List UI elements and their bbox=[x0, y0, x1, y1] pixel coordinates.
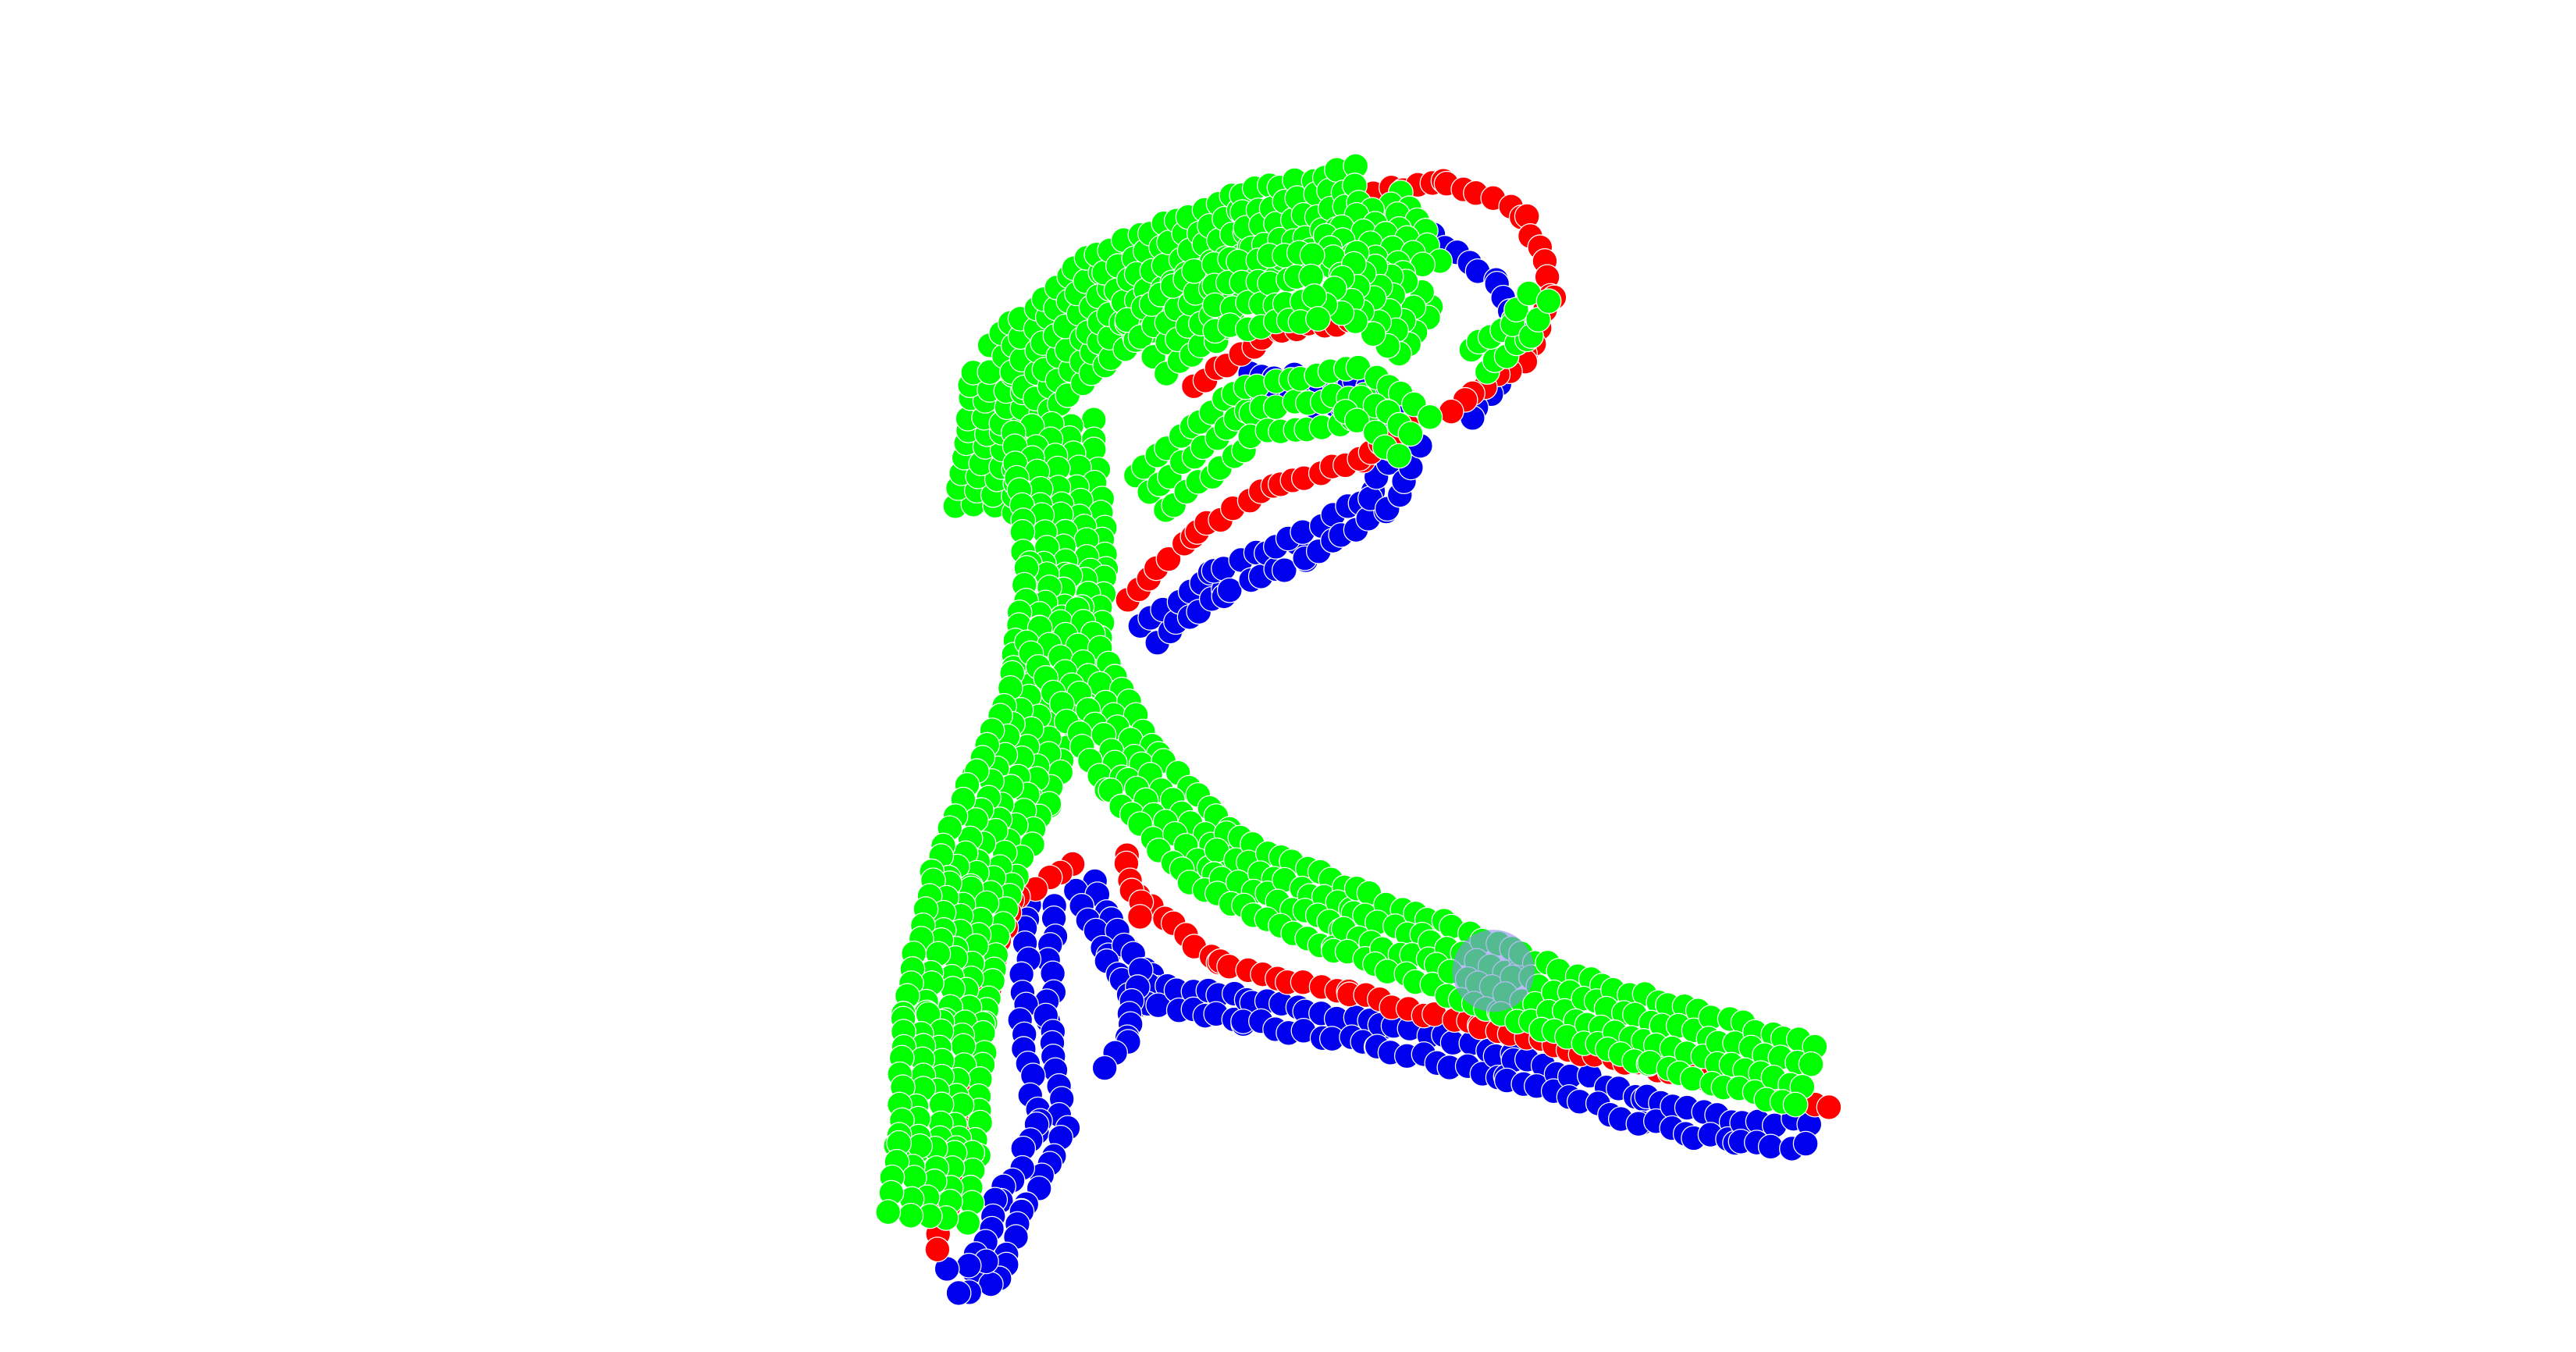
layer-front bbox=[875, 153, 1828, 1236]
cloud-point bbox=[1155, 546, 1182, 572]
cloud-point bbox=[1438, 398, 1464, 425]
cloud-point bbox=[1386, 443, 1412, 469]
cloud-point bbox=[955, 1252, 982, 1279]
cloud-point bbox=[1126, 904, 1153, 930]
viewer-cursor[interactable] bbox=[1452, 930, 1535, 1012]
cloud-point bbox=[1782, 1091, 1809, 1118]
cloud-point bbox=[1535, 288, 1562, 315]
cloud-point bbox=[1301, 283, 1328, 309]
cloud-point bbox=[1343, 407, 1370, 434]
cloud-point bbox=[1798, 1051, 1824, 1077]
cloud-point bbox=[955, 1210, 981, 1236]
cloud-point bbox=[1816, 1094, 1842, 1120]
cloud-point bbox=[898, 1202, 924, 1229]
cloud-point bbox=[924, 1236, 951, 1263]
cloud-point bbox=[977, 1271, 1004, 1297]
cloud-point bbox=[1397, 421, 1424, 447]
cloud-point bbox=[1091, 1055, 1118, 1081]
cloud-point bbox=[875, 1199, 902, 1226]
cloud-point bbox=[1417, 404, 1443, 430]
cloud-point bbox=[1271, 557, 1297, 583]
cloud-point bbox=[1792, 1130, 1819, 1157]
cloud-point bbox=[1305, 306, 1331, 332]
cloud-point bbox=[1216, 577, 1243, 603]
cloud-point bbox=[945, 1280, 972, 1306]
cloud-point bbox=[1360, 321, 1386, 347]
